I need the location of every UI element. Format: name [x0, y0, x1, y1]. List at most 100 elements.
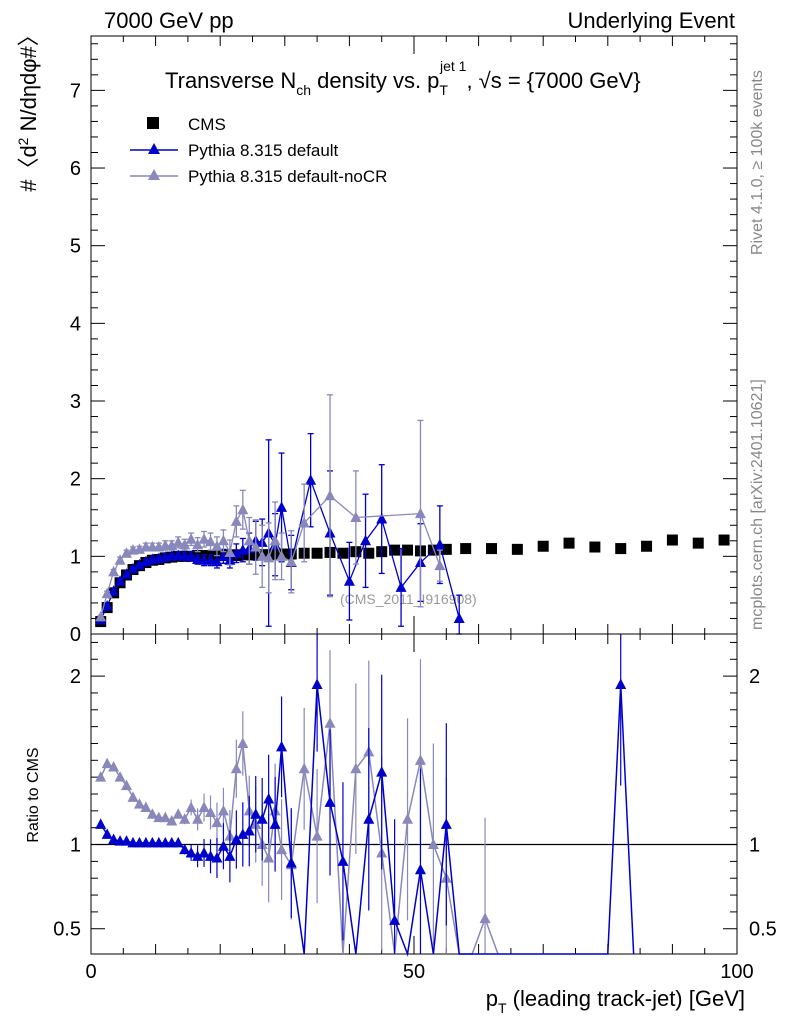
ratio-point-default	[121, 835, 133, 846]
x-tick-label: 0	[85, 961, 96, 983]
data-point-nocr	[298, 516, 310, 528]
data-point-default	[360, 534, 372, 546]
data-point-nocr	[166, 539, 178, 550]
legend: CMS Pythia 8.315 default Pythia 8.315 de…	[130, 115, 387, 186]
ratio-y-axis-label: Ratio to CMS	[25, 747, 42, 842]
data-point-nocr	[198, 533, 210, 544]
data-point-cms	[537, 540, 549, 552]
ratio-point-default	[250, 808, 262, 819]
data-point-nocr	[217, 534, 229, 546]
data-point-nocr	[172, 536, 184, 547]
ratio-point-nocr	[230, 762, 242, 774]
data-point-cms	[692, 537, 704, 549]
ratio-point-nocr	[146, 808, 158, 819]
data-point-nocr	[230, 515, 242, 526]
data-point-default	[205, 554, 217, 565]
data-point-cms	[440, 543, 452, 555]
ratio-panel-ticks: 0.5 0.5 1 1 2 2 0 50 100	[53, 634, 777, 983]
data-point-nocr	[414, 507, 426, 519]
data-point-default	[114, 575, 126, 586]
ratio-point-default	[108, 833, 120, 844]
legend-nocr-marker	[148, 169, 160, 180]
data-point-nocr	[350, 511, 362, 523]
ratio-point-default	[276, 740, 288, 752]
data-point-nocr	[211, 540, 223, 551]
data-point-cms	[511, 543, 523, 555]
chart-title: Transverse Nch density vs. pTjet 1, √s =…	[165, 58, 641, 98]
data-point-nocr	[205, 535, 217, 547]
ratio-point-nocr	[108, 761, 120, 772]
ratio-point-default	[243, 825, 255, 836]
rivet-label: Rivet 4.1.0, ≥ 100k events	[749, 70, 766, 255]
ratio-point-nocr	[311, 830, 323, 841]
data-point-default	[395, 581, 407, 592]
ratio-point-nocr	[324, 717, 336, 728]
ratio-point-default	[311, 678, 323, 690]
ratio-point-default	[198, 846, 210, 858]
ratio-point-default	[285, 857, 297, 868]
data-point-nocr	[285, 555, 297, 567]
data-point-default	[343, 575, 355, 586]
ratio-point-default	[414, 863, 426, 875]
ratio-point-nocr	[140, 801, 152, 812]
data-point-default	[305, 474, 317, 485]
data-point-default	[453, 612, 465, 623]
data-point-nocr	[256, 550, 268, 561]
data-point-nocr	[185, 533, 197, 544]
data-point-nocr	[276, 550, 288, 561]
ratio-point-nocr	[127, 791, 139, 802]
data-point-cms	[563, 537, 575, 549]
data-point-cms	[666, 534, 678, 546]
data-point-nocr	[101, 587, 113, 599]
data-point-cms	[486, 543, 498, 555]
data-point-cms	[363, 547, 375, 559]
data-point-default	[101, 600, 113, 611]
data-point-cms	[460, 543, 472, 555]
ratio-point-nocr	[101, 757, 113, 769]
ratio-point-nocr	[427, 838, 439, 850]
data-point-default	[211, 555, 223, 567]
ratio-point-default	[172, 836, 184, 848]
ratio-panel-frame	[90, 633, 738, 955]
ratio-y-tick-label: 2	[70, 666, 81, 688]
header-right-text: Underlying Event	[567, 8, 735, 33]
legend-cms-label: CMS	[188, 115, 226, 134]
data-point-default	[121, 568, 133, 579]
ratio-point-default	[217, 840, 229, 851]
ratio-point-nocr	[276, 843, 288, 855]
data-point-nocr	[250, 541, 262, 552]
mcplots-label: mcplots.cern.ch [arXiv:2401.10621]	[749, 379, 766, 630]
data-point-cms	[641, 540, 653, 552]
ratio-point-nocr	[121, 779, 133, 791]
main-y-tick-label: 6	[70, 158, 81, 180]
data-point-nocr	[237, 503, 249, 515]
header-left-text: 7000 GeV pp	[104, 8, 234, 33]
ratio-point-nocr	[402, 813, 414, 824]
ratio-point-nocr	[211, 816, 223, 828]
ratio-point-default	[205, 850, 217, 861]
ratio-point-default	[230, 833, 242, 844]
ratio-point-nocr	[237, 737, 249, 748]
data-point-cms	[718, 534, 730, 546]
data-point-nocr	[108, 565, 120, 577]
data-point-nocr	[121, 547, 133, 558]
ratio-point-default	[224, 850, 236, 861]
main-panel-data	[95, 394, 730, 635]
main-y-axis-label: #〈d2 N/dηdφ#〉	[15, 24, 41, 192]
main-panel-ticks: 0 1 2 3 4 5 6 7	[70, 36, 738, 646]
ratio-point-nocr	[166, 814, 178, 826]
data-point-cms	[311, 547, 323, 559]
x-tick-label: 50	[403, 961, 425, 983]
main-y-tick-label: 1	[70, 546, 81, 568]
ratio-point-default	[185, 846, 197, 858]
ratio-point-default	[192, 850, 204, 861]
data-point-nocr	[95, 610, 107, 622]
data-point-nocr	[224, 546, 236, 557]
data-point-nocr	[179, 538, 191, 550]
main-y-tick-label: 4	[70, 313, 81, 335]
data-point-cms	[615, 543, 627, 555]
legend-default-marker	[148, 143, 160, 154]
ratio-point-nocr	[198, 801, 210, 812]
main-y-tick-label: 5	[70, 236, 81, 258]
ratio-point-default	[269, 818, 281, 829]
